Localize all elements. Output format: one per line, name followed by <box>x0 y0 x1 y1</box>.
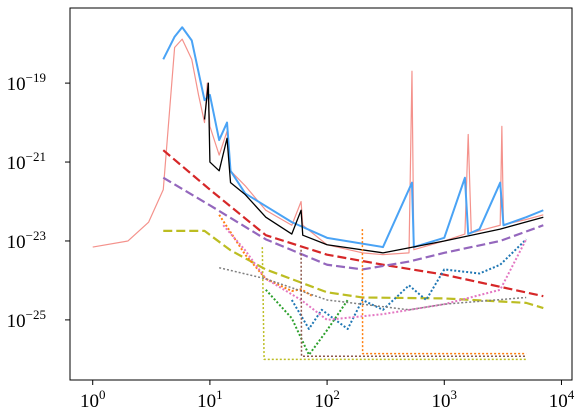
x-tick-label-base: 10 <box>197 391 216 412</box>
series-line <box>92 38 544 256</box>
plot-lines <box>92 26 544 361</box>
y-tick-label: 10−25 <box>7 307 46 332</box>
x-tick-label: 102 <box>314 387 340 412</box>
y-tick-label-base: 10 <box>7 311 26 332</box>
series-line <box>162 26 544 249</box>
y-tick-label-base: 10 <box>7 153 26 174</box>
x-tick-label-base: 10 <box>80 391 99 412</box>
series-line <box>162 176 544 271</box>
x-tick-label: 101 <box>197 387 223 412</box>
series-line <box>261 247 527 361</box>
series-line <box>300 249 527 357</box>
series-line <box>222 224 528 321</box>
y-tick-label-base: 10 <box>7 74 26 95</box>
x-tick-label: 103 <box>432 387 458 412</box>
series-line <box>203 82 544 254</box>
x-tick-label-base: 10 <box>432 391 451 412</box>
series-line <box>219 266 527 311</box>
x-tick-label-base: 10 <box>549 391 568 412</box>
y-tick-label: 10−23 <box>7 228 46 253</box>
series-line <box>163 229 544 310</box>
series-line <box>265 289 349 356</box>
y-tick-label: 10−21 <box>7 149 46 174</box>
series-line <box>361 229 527 355</box>
y-tick-label-exponent: −25 <box>26 307 46 322</box>
x-tick-label-exponent: 3 <box>451 387 458 402</box>
x-tick-label-exponent: 0 <box>99 387 106 402</box>
x-tick-label-base: 10 <box>314 391 333 412</box>
x-tick-label: 100 <box>80 387 106 412</box>
y-tick-label-exponent: −21 <box>26 149 46 164</box>
plot-frame <box>69 7 573 381</box>
y-tick-label-exponent: −19 <box>26 70 46 85</box>
y-tick-label: 10−19 <box>7 70 46 95</box>
series-line <box>218 214 313 297</box>
series-line <box>162 149 544 298</box>
x-tick-label: 104 <box>549 387 575 412</box>
x-tick-label-exponent: 1 <box>216 387 223 402</box>
y-tick-label-exponent: −23 <box>26 228 46 243</box>
x-tick-label-exponent: 4 <box>568 387 575 402</box>
x-tick-label-exponent: 2 <box>333 387 340 402</box>
y-tick-label-base: 10 <box>7 232 26 253</box>
